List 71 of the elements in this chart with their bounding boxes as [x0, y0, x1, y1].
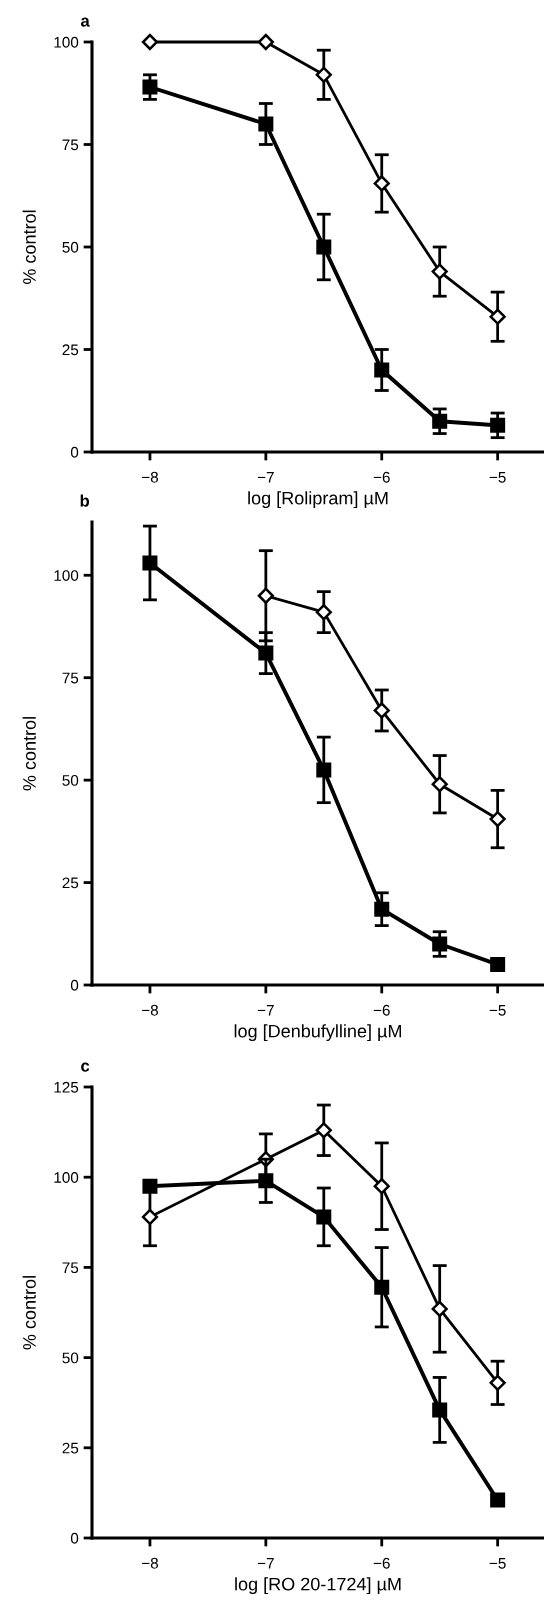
x-axis-title: log [Denbufylline] µM — [234, 1024, 402, 1042]
point — [141, 33, 159, 51]
point — [258, 116, 274, 132]
y-tick-label: 50 — [62, 1352, 79, 1364]
point — [489, 308, 506, 325]
chart-title: c — [81, 1062, 90, 1072]
point — [431, 263, 448, 280]
y-tick-label: 75 — [62, 672, 79, 684]
point — [141, 1208, 159, 1226]
point — [257, 587, 274, 604]
point — [490, 1492, 506, 1508]
x-tick-label: −6 — [373, 1004, 390, 1016]
point — [373, 175, 390, 192]
y-tick-label: 100 — [54, 36, 79, 48]
point — [257, 33, 274, 51]
x-axis-title: log [Rolipram] µM — [248, 491, 388, 509]
y-tick-label: 50 — [62, 241, 79, 253]
point — [374, 362, 390, 378]
x-tick-label: −6 — [373, 1557, 390, 1569]
point — [316, 762, 332, 778]
y-tick-label: 100 — [54, 570, 79, 581]
y-tick-label: 50 — [62, 775, 79, 786]
point — [431, 776, 448, 793]
point — [142, 1178, 158, 1194]
chart-title: a — [80, 17, 90, 27]
point — [142, 79, 158, 95]
y-tick-label: 0 — [70, 979, 79, 991]
point — [490, 957, 506, 973]
point — [431, 1300, 448, 1318]
y-tick-label: 0 — [70, 446, 79, 458]
x-axis-title: log [RO 20-1724] µM — [235, 1577, 401, 1595]
y-axis-title: % control — [22, 1276, 36, 1350]
y-tick-label: 100 — [54, 1172, 79, 1183]
x-tick-label: −5 — [489, 1005, 506, 1016]
x-tick-label: −7 — [257, 472, 274, 483]
x-tick-label: −5 — [489, 1558, 506, 1569]
point — [373, 1178, 390, 1195]
point — [315, 604, 332, 621]
point — [374, 901, 390, 917]
y-tick-label: 125 — [54, 1081, 79, 1093]
x-tick-label: −8 — [141, 471, 158, 483]
y-tick-label: 0 — [70, 1532, 79, 1544]
x-tick-label: −7 — [257, 1558, 274, 1569]
x-tick-label: −8 — [141, 1004, 158, 1016]
point — [315, 66, 332, 83]
point — [432, 413, 448, 429]
y-tick-label: 25 — [62, 877, 79, 889]
x-tick-label: −6 — [373, 471, 390, 483]
point — [315, 1122, 332, 1139]
x-tick-label: −7 — [257, 1005, 274, 1016]
y-axis-title: % control — [22, 717, 36, 791]
y-tick-label: 25 — [62, 344, 79, 356]
point — [258, 1173, 274, 1189]
y-tick-label: 75 — [62, 1262, 79, 1274]
chart-title: b — [80, 494, 90, 507]
point — [316, 1209, 332, 1225]
point — [490, 417, 506, 433]
point — [432, 1402, 448, 1418]
point — [142, 555, 158, 571]
point — [374, 1279, 390, 1295]
x-tick-label: −8 — [141, 1557, 158, 1569]
point — [316, 239, 332, 255]
y-axis-title: % control — [22, 210, 36, 284]
point — [373, 702, 390, 719]
x-tick-label: −5 — [489, 472, 506, 483]
point — [258, 645, 274, 661]
y-tick-label: 25 — [62, 1442, 79, 1454]
point — [489, 810, 506, 828]
point — [489, 1374, 506, 1391]
y-tick-label: 75 — [62, 139, 79, 151]
point — [432, 936, 448, 952]
